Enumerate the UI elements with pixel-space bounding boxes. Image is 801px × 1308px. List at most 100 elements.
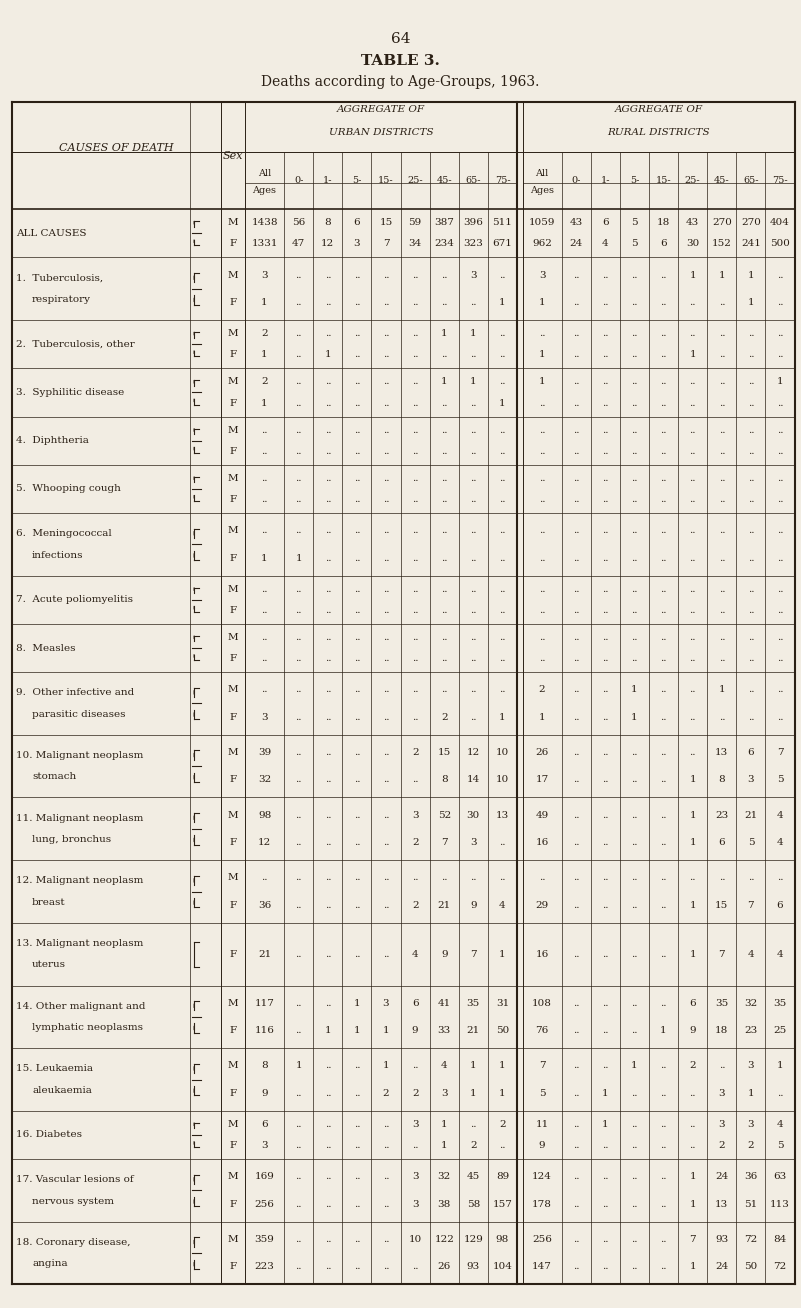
Text: 1-: 1-	[323, 177, 332, 184]
Text: ..: ..	[631, 473, 638, 483]
Text: M: M	[227, 425, 239, 434]
Text: 50: 50	[744, 1262, 758, 1271]
Text: 113: 113	[770, 1199, 790, 1209]
Text: ..: ..	[602, 998, 609, 1007]
Text: ..: ..	[747, 874, 755, 882]
Text: ..: ..	[383, 1235, 389, 1244]
Text: ..: ..	[631, 425, 638, 434]
Text: 98: 98	[496, 1235, 509, 1244]
Text: ..: ..	[573, 585, 579, 594]
Text: ..: ..	[383, 606, 389, 615]
Text: ..: ..	[261, 494, 268, 504]
Text: ..: ..	[296, 998, 302, 1007]
Text: 1: 1	[296, 1061, 302, 1070]
Text: 1: 1	[441, 378, 448, 386]
Text: 30: 30	[467, 811, 480, 820]
Text: ..: ..	[470, 585, 477, 594]
Text: 962: 962	[532, 239, 552, 249]
Text: ..: ..	[354, 526, 360, 535]
Text: ..: ..	[631, 330, 638, 339]
Text: ..: ..	[296, 399, 302, 408]
Text: 9: 9	[261, 1088, 268, 1097]
Text: 117: 117	[255, 998, 275, 1007]
Text: ..: ..	[539, 473, 545, 483]
Text: ..: ..	[631, 1262, 638, 1271]
Text: 2: 2	[470, 1141, 477, 1150]
Text: ..: ..	[383, 1262, 389, 1271]
Text: 58: 58	[467, 1199, 480, 1209]
Text: ..: ..	[718, 378, 725, 386]
Text: 2: 2	[412, 748, 418, 757]
Text: 387: 387	[434, 218, 454, 228]
Text: ..: ..	[383, 950, 389, 959]
Text: ..: ..	[777, 685, 783, 695]
Text: ..: ..	[602, 811, 609, 820]
Text: ..: ..	[412, 271, 418, 280]
Text: 59: 59	[409, 218, 422, 228]
Text: 84: 84	[774, 1235, 787, 1244]
Text: ..: ..	[539, 399, 545, 408]
Text: 75-: 75-	[772, 177, 788, 184]
Text: 15. Leukaemia: 15. Leukaemia	[16, 1065, 93, 1074]
Text: 12. Malignant neoplasm: 12. Malignant neoplasm	[16, 876, 143, 886]
Text: ..: ..	[573, 950, 579, 959]
Text: ..: ..	[660, 685, 666, 695]
Text: 1: 1	[660, 1027, 667, 1035]
Text: ..: ..	[631, 950, 638, 959]
Text: ..: ..	[470, 526, 477, 535]
Text: 1: 1	[631, 713, 638, 722]
Text: ..: ..	[412, 447, 418, 455]
Text: parasitic diseases: parasitic diseases	[32, 710, 126, 718]
Text: ..: ..	[354, 351, 360, 360]
Text: 3: 3	[441, 1088, 448, 1097]
Text: 45-: 45-	[714, 177, 730, 184]
Text: F: F	[230, 776, 237, 785]
Text: 18: 18	[657, 218, 670, 228]
Text: Ages: Ages	[530, 187, 554, 195]
Text: ..: ..	[539, 330, 545, 339]
Text: 3: 3	[353, 239, 360, 249]
Text: ..: ..	[777, 298, 783, 307]
Text: ..: ..	[470, 713, 477, 722]
Text: 2: 2	[747, 1141, 755, 1150]
Text: 1: 1	[441, 1141, 448, 1150]
Text: ..: ..	[602, 271, 609, 280]
Text: ..: ..	[324, 1199, 331, 1209]
Text: ..: ..	[602, 425, 609, 434]
Text: ..: ..	[631, 271, 638, 280]
Text: ..: ..	[631, 585, 638, 594]
Text: ..: ..	[261, 425, 268, 434]
Text: ..: ..	[631, 901, 638, 910]
Text: ..: ..	[412, 713, 418, 722]
Text: ..: ..	[470, 553, 477, 562]
Text: ..: ..	[718, 654, 725, 663]
Text: 7: 7	[539, 1061, 545, 1070]
Text: ..: ..	[602, 526, 609, 535]
Text: ..: ..	[539, 874, 545, 882]
Text: ..: ..	[602, 776, 609, 785]
Text: ..: ..	[690, 399, 696, 408]
Text: ..: ..	[602, 606, 609, 615]
Text: ..: ..	[354, 748, 360, 757]
Text: 6: 6	[747, 748, 755, 757]
Text: ..: ..	[441, 553, 448, 562]
Text: 17. Vascular lesions of: 17. Vascular lesions of	[16, 1176, 134, 1184]
Text: F: F	[230, 553, 237, 562]
Text: ..: ..	[354, 494, 360, 504]
Text: ..: ..	[573, 633, 579, 642]
Text: ..: ..	[324, 271, 331, 280]
Text: 116: 116	[255, 1027, 275, 1035]
Text: 5: 5	[747, 838, 755, 848]
Text: ..: ..	[296, 1199, 302, 1209]
Text: ..: ..	[499, 585, 505, 594]
Text: ..: ..	[602, 713, 609, 722]
Text: ..: ..	[660, 1172, 666, 1181]
Text: 5: 5	[539, 1088, 545, 1097]
Text: 270: 270	[741, 218, 761, 228]
Text: ..: ..	[354, 838, 360, 848]
Text: 5-: 5-	[352, 177, 361, 184]
Text: ..: ..	[539, 526, 545, 535]
Text: 1-: 1-	[601, 177, 610, 184]
Text: 3: 3	[412, 1120, 418, 1129]
Text: ..: ..	[718, 585, 725, 594]
